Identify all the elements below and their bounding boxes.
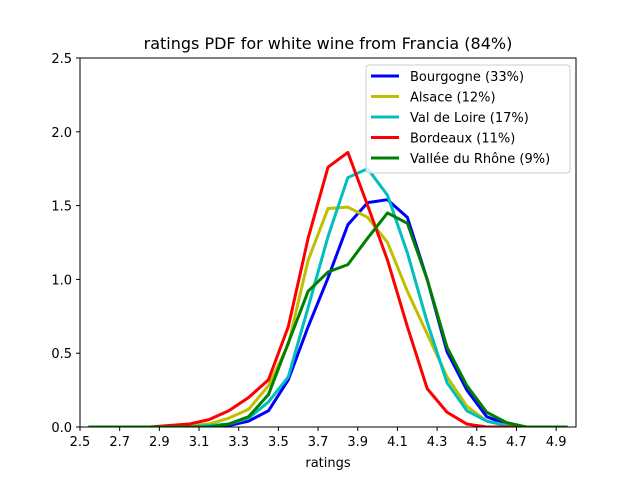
legend-box	[365, 64, 571, 174]
y-tick-label: 2.5	[51, 52, 72, 67]
x-tick-label: 4.3	[427, 435, 448, 450]
series-line-3	[88, 167, 568, 427]
y-tick-label: 0.5	[51, 347, 72, 362]
x-tick-label: 3.1	[189, 435, 210, 450]
x-tick-label: 3.3	[228, 435, 249, 450]
y-tick-label: 2.0	[51, 126, 72, 141]
legend: Bourgogne (33%) Alsace (12%) Val de Loire …	[365, 64, 571, 174]
x-tick-label: 4.7	[506, 435, 527, 450]
legend-label-4: Bordeaux (11%)	[410, 132, 515, 147]
y-tick-label: 1.5	[51, 200, 72, 215]
x-tick-label: 4.9	[546, 435, 567, 450]
x-tick-label: 3.5	[268, 435, 289, 450]
chart-title: ratings PDF for white wine from Francia …	[144, 34, 513, 53]
series-line-1	[88, 198, 568, 427]
x-tick-label: 2.9	[149, 435, 170, 450]
x-tick-label: 3.9	[347, 435, 368, 450]
x-tick-label: 2.5	[70, 435, 91, 450]
x-tick-label: 4.1	[387, 435, 408, 450]
legend-label-3: Val de Loire (17%)	[410, 111, 529, 126]
plot-area: 2.5 2.7 2.9 3.1 3.3 3.5 3.7 3.9 4.1 4.3 4.5 4.7 4.9 0…	[51, 52, 577, 450]
axes-frame	[79, 57, 577, 428]
x-tick-label: 2.7	[109, 435, 130, 450]
x-tick-label: 3.7	[308, 435, 329, 450]
x-tick-label: 4.5	[466, 435, 487, 450]
series-line-5	[88, 211, 568, 427]
x-axis-label: ratings	[305, 456, 351, 471]
y-tick-label: 1.0	[51, 273, 72, 288]
legend-label-2: Alsace (12%)	[410, 91, 496, 106]
y-tick-label: 0.0	[51, 421, 72, 436]
legend-label-5: Vallée du Rhône (9%)	[410, 152, 550, 167]
legend-label-1: Bourgogne (33%)	[410, 70, 524, 85]
